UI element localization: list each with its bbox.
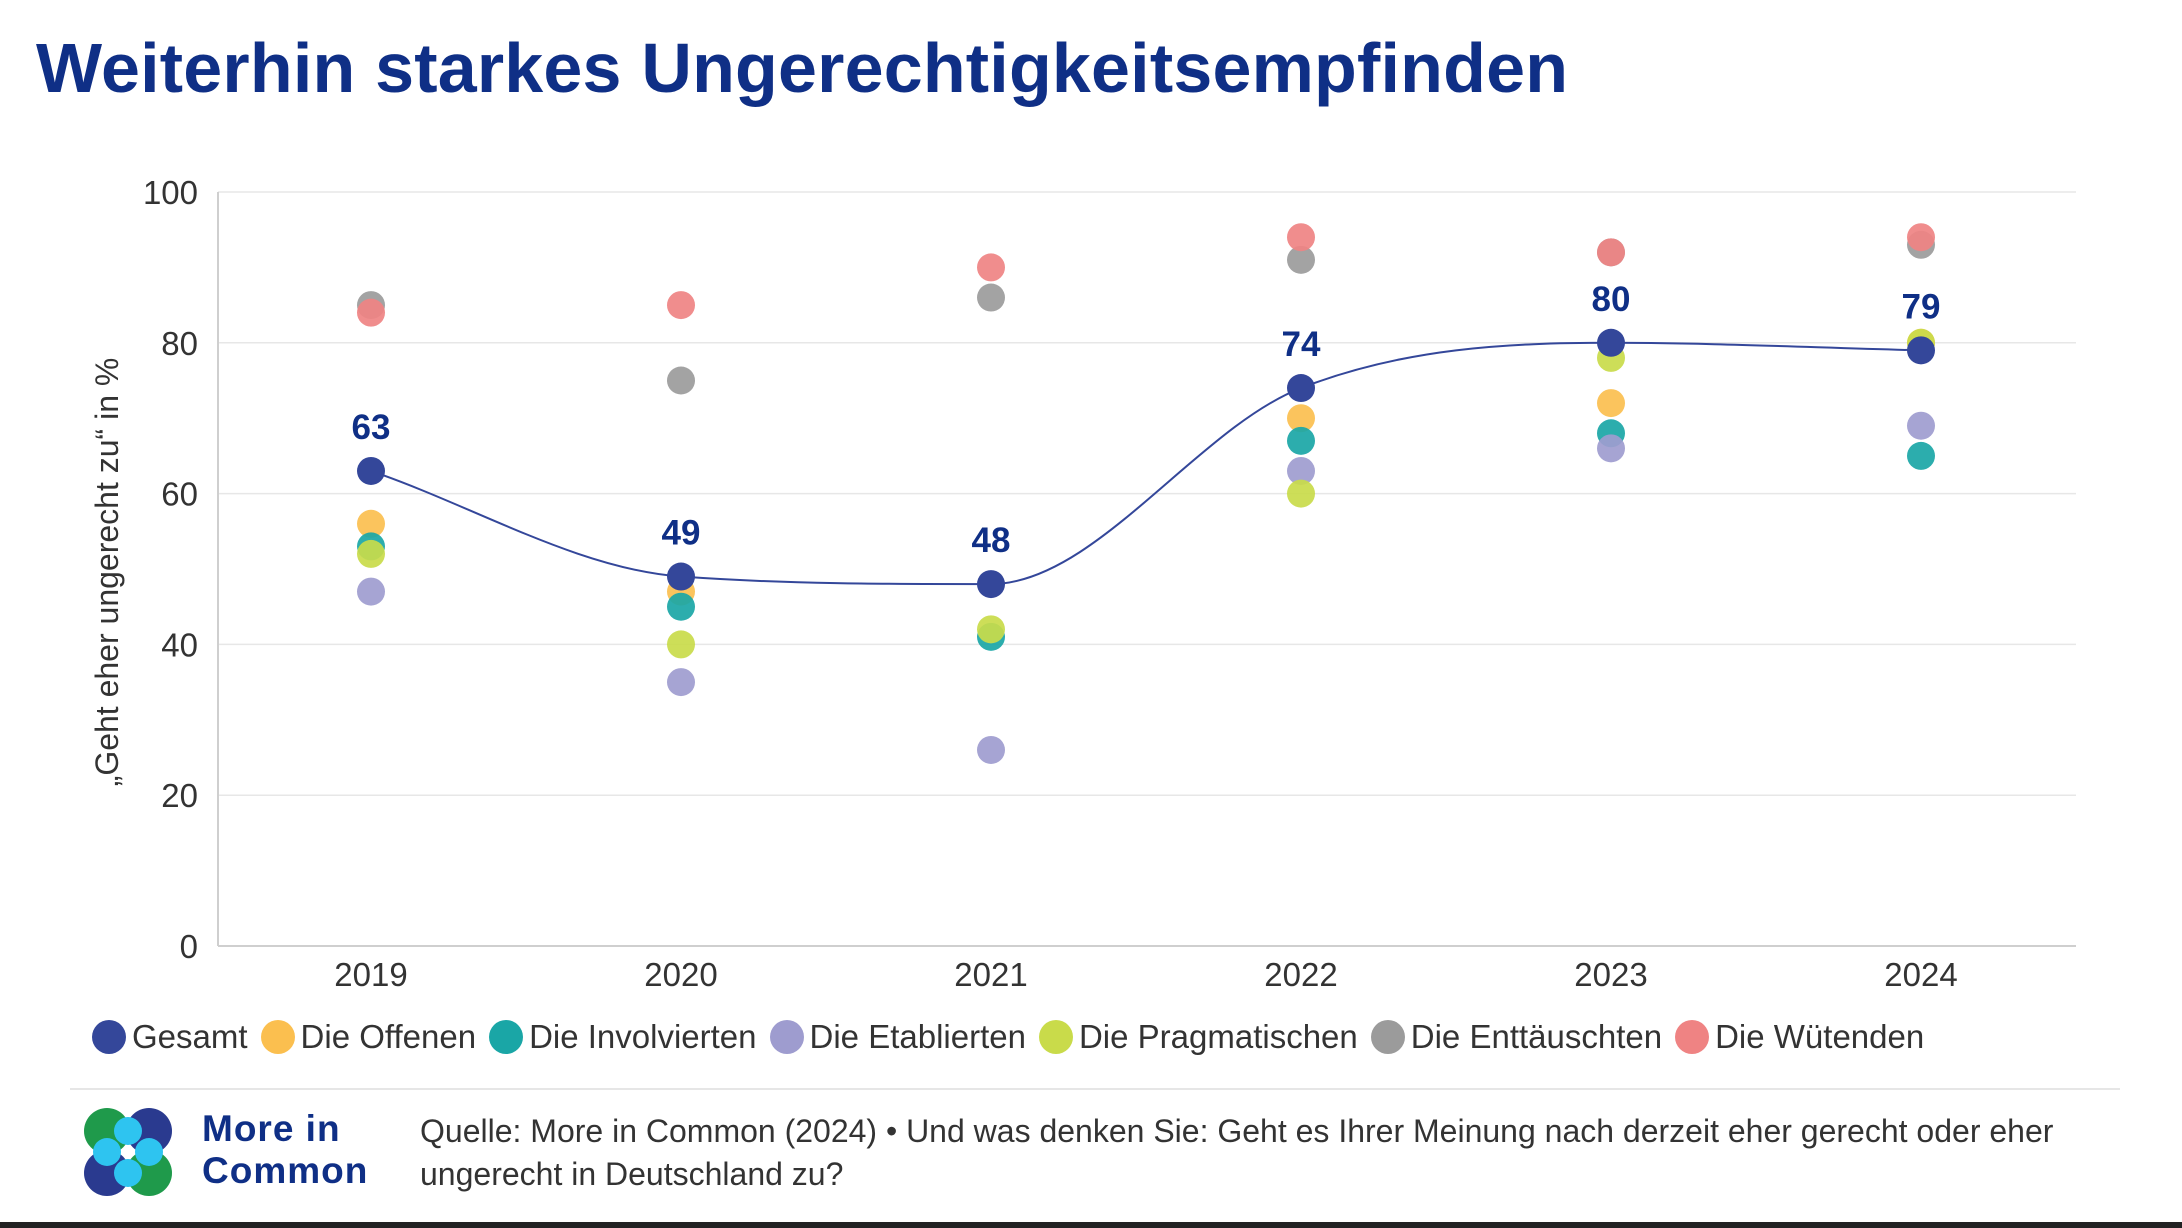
legend: Gesamt Die Offenen Die Involvierten Die Eta… (92, 1018, 1937, 1056)
legend-item-die-entt-uschten: Die Enttäuschten (1370, 1018, 1663, 1056)
legend-label-die-etablierten: Die Etablierten (809, 1018, 1026, 1055)
data-labels: 63 49 48 74 80 79 (352, 280, 1941, 560)
point-die-etablierten-2019 (357, 577, 385, 606)
legend-dot-gesamt (92, 1020, 126, 1054)
logo-line-2: Common (202, 1150, 369, 1191)
point-gesamt-2024 (1907, 336, 1935, 365)
divider (70, 1088, 2120, 1090)
data-label-2023: 80 (1592, 280, 1631, 319)
x-tick-2023: 2023 (1574, 956, 1647, 993)
y-tick-60: 60 (161, 476, 198, 513)
data-label-2024: 79 (1902, 287, 1941, 326)
bottom-border (0, 1222, 2182, 1228)
point-die-involvierten-2024 (1907, 441, 1935, 470)
legend-label-die-entt-uschten: Die Enttäuschten (1410, 1018, 1663, 1055)
point-die-w-tenden-2020 (667, 291, 695, 320)
point-die-w-tenden-2021 (977, 253, 1005, 282)
logo-line-1: More in (202, 1108, 341, 1149)
point-die-involvierten-2022 (1287, 426, 1315, 455)
legend-item-die-etablierten: Die Etablierten (769, 1018, 1026, 1056)
legend-item-gesamt: Gesamt (92, 1018, 248, 1056)
point-gesamt-2020 (667, 562, 695, 591)
point-die-offenen-2022 (1287, 404, 1315, 433)
legend-label-die-involvierten: Die Involvierten (529, 1018, 757, 1055)
legend-dot-die-etablierten (769, 1020, 804, 1054)
legend-dot-die-involvierten (489, 1020, 524, 1054)
x-tick-2020: 2020 (644, 956, 717, 993)
point-die-involvierten-2020 (667, 592, 695, 621)
data-label-2020: 49 (662, 514, 701, 553)
legend-item-die-pragmatischen: Die Pragmatischen (1038, 1018, 1358, 1056)
trend-line-gesamt (370, 341, 1922, 586)
grid-lines (217, 191, 2076, 947)
point-die-pragmatischen-2019 (357, 539, 385, 568)
data-label-2022: 74 (1282, 325, 1321, 364)
legend-item-die-w-tenden: Die Wütenden (1675, 1018, 1924, 1056)
point-die-entt-uschten-2020 (667, 366, 695, 395)
point-die-offenen-2019 (357, 509, 385, 538)
x-tick-2024: 2024 (1884, 956, 1957, 993)
point-die-pragmatischen-2020 (667, 630, 695, 659)
legend-label-die-offenen: Die Offenen (300, 1018, 477, 1055)
data-points (357, 223, 1935, 764)
y-tick-40: 40 (161, 626, 198, 663)
data-label-2019: 63 (352, 408, 391, 447)
x-tick-2019: 2019 (334, 956, 407, 993)
x-tick-2022: 2022 (1264, 956, 1337, 993)
point-die-etablierten-2023 (1597, 434, 1625, 463)
point-gesamt-2023 (1597, 328, 1625, 357)
legend-label-die-w-tenden: Die Wütenden (1715, 1018, 1925, 1055)
point-die-w-tenden-2024 (1907, 223, 1935, 252)
legend-item-die-involvierten: Die Involvierten (489, 1018, 757, 1056)
logo-wordmark: More in Common (202, 1108, 368, 1192)
more-in-common-logo (84, 1108, 172, 1196)
x-tick-2021: 2021 (954, 956, 1027, 993)
y-tick-0: 0 (180, 928, 198, 965)
point-gesamt-2022 (1287, 374, 1315, 403)
chart-title: Weiterhin starkes Ungerechtigkeitsempfin… (36, 29, 1569, 107)
legend-dot-die-offenen (260, 1020, 295, 1054)
y-tick-20: 20 (161, 777, 198, 814)
point-die-entt-uschten-2021 (977, 283, 1005, 312)
point-die-pragmatischen-2022 (1287, 479, 1315, 508)
y-axis-label: „Geht eher ungerecht zu“ in % (89, 358, 125, 787)
point-die-pragmatischen-2021 (977, 615, 1005, 644)
data-label-2021: 48 (972, 521, 1011, 560)
y-tick-100: 100 (143, 174, 198, 211)
point-die-w-tenden-2019 (357, 298, 385, 327)
legend-label-die-pragmatischen: Die Pragmatischen (1078, 1018, 1358, 1055)
point-die-w-tenden-2023 (1597, 238, 1625, 267)
legend-item-die-offenen: Die Offenen (260, 1018, 477, 1056)
point-gesamt-2019 (357, 456, 385, 485)
legend-dot-die-pragmatischen (1038, 1020, 1073, 1054)
source-note: Quelle: More in Common (2024) • Und was … (420, 1113, 2054, 1192)
y-tick-labels: 0 20 40 60 80 100 (143, 174, 198, 965)
y-tick-80: 80 (161, 325, 198, 362)
legend-label-gesamt: Gesamt (132, 1018, 248, 1055)
point-die-etablierten-2024 (1907, 411, 1935, 440)
point-die-etablierten-2021 (977, 735, 1005, 764)
legend-dot-die-w-tenden (1675, 1020, 1710, 1054)
point-die-etablierten-2022 (1287, 456, 1315, 485)
point-die-entt-uschten-2022 (1287, 245, 1315, 274)
x-tick-labels: 2019 2020 2021 2022 2023 2024 (334, 956, 1957, 993)
point-die-offenen-2023 (1597, 389, 1625, 418)
point-die-w-tenden-2022 (1287, 223, 1315, 252)
point-die-etablierten-2020 (667, 668, 695, 697)
point-gesamt-2021 (977, 570, 1005, 599)
legend-dot-die-entt-uschten (1370, 1020, 1405, 1054)
scatter-chart: 0 20 40 60 80 100 2019 2020 2021 2022 2023 2024 „G… (89, 174, 2076, 993)
